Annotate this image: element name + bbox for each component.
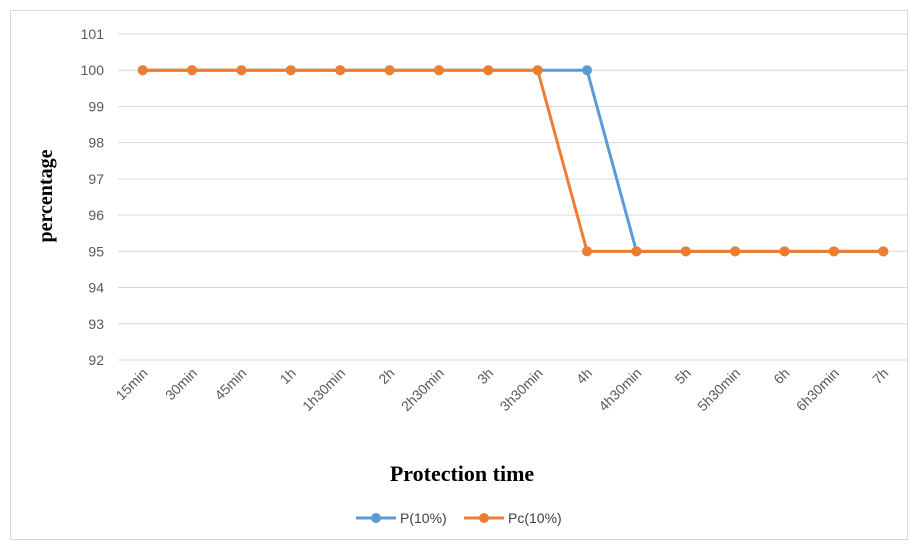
- legend: P(10%) Pc(10%): [356, 510, 562, 526]
- x-tick-label: 45min: [211, 365, 249, 403]
- series-2: [137, 65, 889, 257]
- legend-label: Pc(10%): [508, 510, 562, 526]
- y-tick-label: 97: [88, 171, 104, 187]
- data-point: [730, 246, 741, 257]
- series-layer: [137, 65, 889, 257]
- x-axis-ticks: 15min 30min 45min 1h 1h30min 2h 2h30min 3h 3h30m…: [113, 365, 892, 414]
- y-tick-label: 99: [88, 98, 104, 114]
- y-tick-label: 100: [81, 62, 105, 78]
- x-tick-label: 5h: [672, 365, 694, 387]
- data-point: [582, 65, 593, 76]
- series-line: [142, 68, 884, 253]
- data-point: [285, 65, 296, 76]
- x-tick-label: 5h30min: [694, 365, 743, 414]
- y-axis-title: percentage: [35, 149, 57, 242]
- legend-item: P(10%): [356, 510, 447, 526]
- x-tick-label: 1h: [277, 365, 299, 387]
- x-tick-label: 7h: [869, 365, 891, 387]
- series-line: [142, 68, 884, 253]
- y-tick-label: 93: [88, 316, 104, 332]
- gridlines: [118, 33, 908, 361]
- data-point: [680, 246, 691, 257]
- y-tick-label: 96: [88, 207, 104, 223]
- data-point: [335, 65, 346, 76]
- x-tick-label: 2h30min: [398, 365, 447, 414]
- legend-marker: [479, 513, 489, 523]
- y-tick-label: 98: [88, 135, 104, 151]
- y-axis-ticks: 92 93 94 95 96 97 98 99 100 101: [81, 26, 105, 368]
- data-point: [137, 65, 148, 76]
- y-tick-label: 101: [81, 26, 105, 42]
- x-tick-label: 1h30min: [299, 365, 348, 414]
- data-point: [384, 65, 395, 76]
- legend-label: P(10%): [400, 510, 447, 526]
- data-point: [236, 65, 247, 76]
- x-tick-label: 4h30min: [595, 365, 644, 414]
- data-point: [631, 246, 642, 257]
- data-point: [878, 246, 889, 257]
- x-tick-label: 30min: [162, 365, 200, 403]
- data-point: [187, 65, 198, 76]
- x-axis-title: Protection time: [390, 461, 535, 486]
- legend-item: Pc(10%): [464, 510, 562, 526]
- data-point: [532, 65, 543, 76]
- chart-frame: [10, 10, 908, 540]
- data-point: [483, 65, 494, 76]
- x-tick-label: 15min: [113, 365, 151, 403]
- y-tick-label: 94: [88, 280, 104, 296]
- data-point: [779, 246, 790, 257]
- y-tick-label: 92: [88, 352, 104, 368]
- x-tick-label: 2h: [375, 365, 397, 387]
- data-point: [582, 246, 593, 257]
- series-1: [137, 65, 889, 257]
- x-tick-label: 6h30min: [793, 365, 842, 414]
- x-tick-label: 6h: [770, 365, 792, 387]
- legend-marker: [371, 513, 381, 523]
- data-point: [828, 246, 839, 257]
- x-tick-label: 3h: [474, 365, 496, 387]
- x-tick-label: 4h: [573, 365, 595, 387]
- y-tick-label: 95: [88, 243, 104, 259]
- data-point: [433, 65, 444, 76]
- x-tick-label: 3h30min: [497, 365, 546, 414]
